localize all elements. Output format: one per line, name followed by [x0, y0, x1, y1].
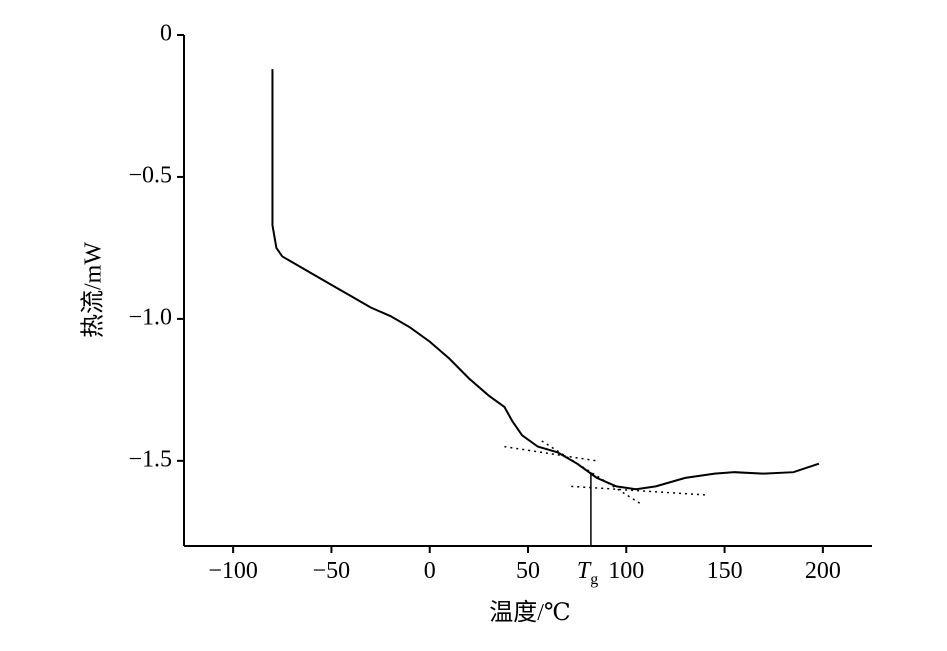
tangent-line [504, 445, 597, 462]
y-axis-label: 热流/mW [80, 242, 107, 338]
x-tick-label: 150 [707, 558, 743, 584]
x-tick-label: 100 [608, 558, 644, 584]
tg-label-main: T [577, 558, 592, 584]
tangent-line [571, 485, 705, 496]
y-tick-label: 0 [160, 21, 172, 47]
data-line [271, 69, 820, 491]
tangent-line [541, 440, 641, 505]
x-tick-label: 50 [516, 558, 540, 584]
x-tick-label: 0 [424, 558, 436, 584]
x-tick-label: −100 [208, 558, 258, 584]
x-tick-label: 200 [805, 558, 841, 584]
tg-label: Tg [577, 558, 598, 588]
y-tick-label: −1.0 [128, 304, 172, 330]
x-tick-label: −50 [313, 558, 351, 584]
x-axis-label: 温度/℃ [489, 599, 571, 626]
y-tick-label: −1.5 [128, 446, 172, 472]
tg-label-sub: g [590, 571, 598, 588]
y-tick-label: −0.5 [128, 162, 172, 188]
